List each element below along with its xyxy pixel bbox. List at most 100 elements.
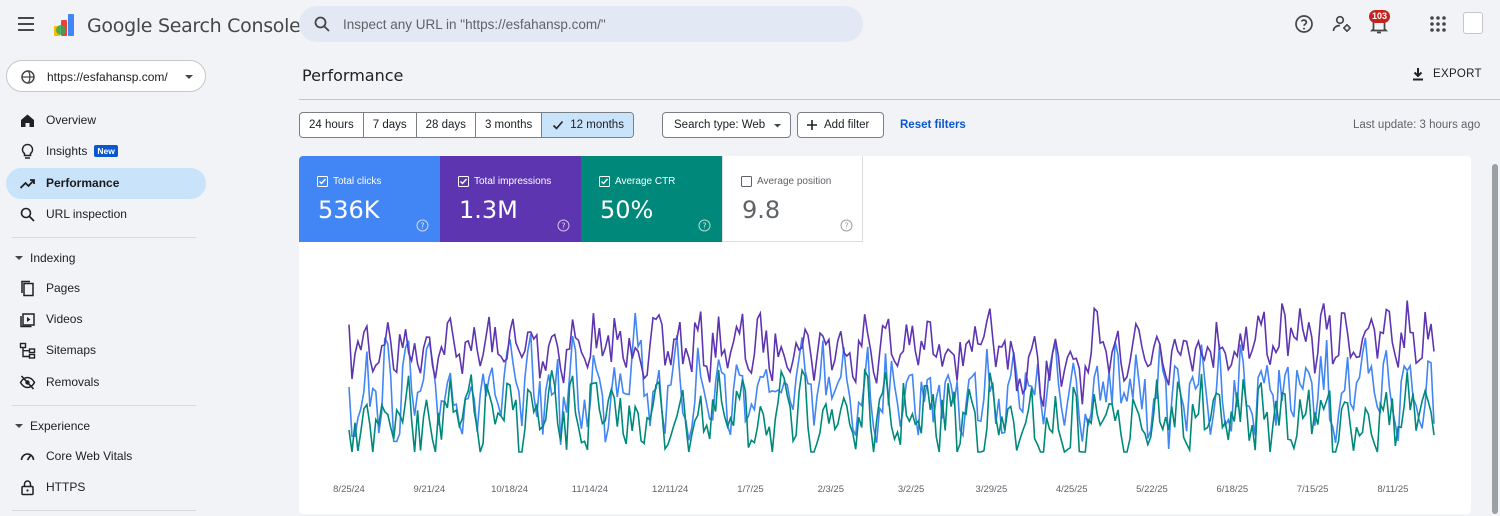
sidebar-item-https[interactable]: HTTPS	[6, 472, 206, 503]
checkbox-checked-icon	[317, 176, 328, 187]
search-type-dropdown[interactable]: Search type: Web	[662, 112, 791, 138]
caret-down-icon	[15, 424, 23, 428]
reset-filters-link[interactable]: Reset filters	[900, 119, 966, 131]
x-tick-label: 2/3/25	[818, 484, 844, 495]
sidebar-item-label: URL inspection	[46, 207, 127, 221]
x-tick-label: 8/25/24	[333, 484, 365, 495]
sidebar-item-sitemaps[interactable]: Sitemaps	[6, 335, 206, 366]
avatar[interactable]	[1463, 12, 1483, 34]
last-update-text: Last update: 3 hours ago	[1353, 119, 1481, 131]
sidebar-item-label: Videos	[46, 312, 83, 326]
export-label: EXPORT	[1433, 68, 1482, 80]
property-icon	[21, 70, 35, 84]
sidebar-item-insights[interactable]: Insights New	[6, 136, 206, 167]
url-inspection-search[interactable]	[299, 6, 863, 42]
x-tick-label: 3/29/25	[976, 484, 1008, 495]
sidebar-item-label: Removals	[46, 375, 100, 389]
sidebar-divider	[12, 510, 196, 511]
manage-users-icon[interactable]	[1330, 12, 1354, 36]
x-tick-label: 1/7/25	[737, 484, 763, 495]
checkbox-unchecked-icon	[741, 176, 752, 187]
lightbulb-icon	[21, 143, 34, 159]
range-24-hours[interactable]: 24 hours	[300, 113, 364, 137]
help-icon[interactable]	[1292, 12, 1316, 36]
sidebar-item-label: Overview	[46, 113, 97, 127]
sidebar-item-label: Performance	[46, 176, 120, 190]
sidebar-item-pages[interactable]: Pages	[6, 273, 206, 304]
x-tick-label: 9/21/24	[413, 484, 445, 495]
range-28-days[interactable]: 28 days	[417, 113, 476, 137]
scrollbar[interactable]	[1490, 152, 1500, 516]
help-icon[interactable]: ?	[840, 219, 853, 232]
metric-label: Total clicks	[333, 176, 382, 187]
metric-average-ctr[interactable]: Average CTR 50% ?	[581, 156, 722, 242]
metric-average-position[interactable]: Average position 9.8 ?	[722, 156, 863, 242]
sidebar-item-core-web-vitals[interactable]: Core Web Vitals	[6, 441, 206, 472]
sidebar-item-videos[interactable]: Videos	[6, 304, 206, 335]
sidebar-item-label: Sitemaps	[46, 343, 97, 357]
checkbox-checked-icon	[599, 176, 610, 187]
search-icon	[314, 16, 330, 32]
x-tick-label: 4/25/25	[1056, 484, 1088, 495]
sidebar-item-label: Core Web Vitals	[46, 449, 133, 463]
svg-text:?: ?	[561, 222, 565, 231]
x-tick-label: 3/2/25	[898, 484, 924, 495]
help-icon[interactable]: ?	[698, 219, 711, 232]
clicks-line	[348, 312, 1435, 450]
scrollbar-thumb[interactable]	[1492, 164, 1498, 514]
page-title: Performance	[302, 66, 404, 85]
sidebar-item-label: Pages	[46, 281, 81, 295]
lock-icon	[21, 480, 34, 496]
sidebar-item-performance[interactable]: Performance	[6, 168, 206, 199]
range-12-months[interactable]: 12 months	[542, 113, 633, 137]
range-label: 12 months	[570, 119, 624, 131]
new-badge: New	[94, 145, 118, 157]
svg-text:?: ?	[702, 222, 706, 231]
download-icon	[1413, 68, 1423, 81]
caret-down-icon	[774, 124, 781, 128]
property-url: https://esfahansp.com/	[47, 70, 168, 84]
home-icon	[21, 114, 34, 127]
sidebar-divider	[12, 237, 196, 238]
sidebar-item-removals[interactable]: Removals	[6, 367, 206, 398]
trending-icon	[19, 179, 35, 189]
help-icon[interactable]: ?	[416, 219, 429, 232]
metric-value: 50%	[600, 196, 654, 224]
core-web-vitals-icon	[20, 453, 35, 461]
metric-label: Average position	[757, 176, 832, 187]
x-tick-label: 8/11/25	[1377, 484, 1408, 495]
search-input[interactable]	[343, 6, 843, 42]
export-button[interactable]: EXPORT	[1406, 64, 1486, 86]
check-icon	[553, 120, 564, 130]
help-icon[interactable]: ?	[557, 219, 570, 232]
range-3-months[interactable]: 3 months	[476, 113, 543, 137]
pages-icon	[21, 280, 34, 297]
metric-value: 536K	[318, 196, 380, 224]
sidebar-divider	[12, 405, 196, 406]
add-filter-label: Add filter	[824, 119, 870, 131]
plus-icon	[807, 120, 817, 130]
x-tick-label: 11/14/24	[572, 484, 608, 495]
notification-badge: 103	[1369, 10, 1391, 23]
removals-icon	[19, 375, 36, 390]
checkbox-checked-icon	[458, 176, 469, 187]
metric-value: 9.8	[742, 196, 781, 224]
metric-label: Average CTR	[615, 176, 676, 187]
metric-total-clicks[interactable]: Total clicks 536K ?	[299, 156, 440, 242]
metric-total-impressions[interactable]: Total impressions 1.3M ?	[440, 156, 581, 242]
videos-icon	[20, 313, 35, 328]
app-title: Google Search Console	[87, 15, 301, 37]
sidebar-item-overview[interactable]: Overview	[6, 105, 206, 136]
date-range-selector: 24 hours 7 days 28 days 3 months 12 mont…	[299, 112, 634, 138]
search-type-label: Search type: Web	[674, 119, 766, 131]
range-7-days[interactable]: 7 days	[364, 113, 417, 137]
x-tick-label: 7/15/25	[1297, 484, 1329, 495]
apps-icon[interactable]	[1426, 12, 1450, 36]
property-selector[interactable]: https://esfahansp.com/	[6, 60, 206, 92]
svg-text:?: ?	[420, 222, 424, 231]
sidebar-item-url-inspection[interactable]: URL inspection	[6, 199, 206, 230]
chevron-down-icon	[185, 75, 193, 79]
add-filter-button[interactable]: Add filter	[797, 112, 884, 138]
menu-icon[interactable]	[16, 14, 38, 34]
x-tick-label: 5/22/25	[1136, 484, 1168, 495]
